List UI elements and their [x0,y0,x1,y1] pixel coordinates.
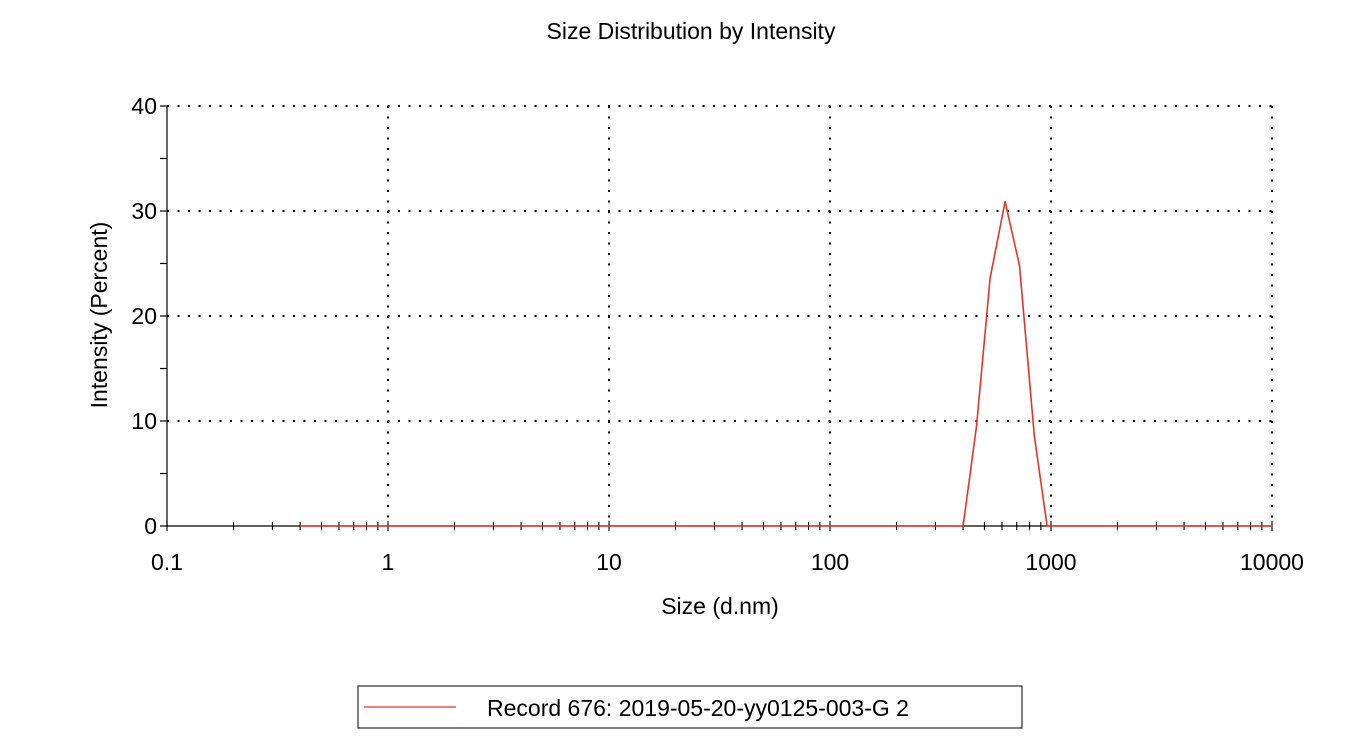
series-line [300,200,1272,527]
legend-label: Record 676: 2019-05-20-yy0125-003-G 2 [487,695,909,721]
y-tick-label: 10 [131,408,157,434]
x-tick-label: 0.1 [151,549,183,575]
x-tick-label: 1 [382,549,395,575]
x-tick-label: 100 [811,549,849,575]
series-lines [300,200,1272,527]
legend-box [357,685,1023,729]
axes [166,106,1272,527]
y-tick-label: 40 [131,93,157,119]
gridlines [167,105,1273,526]
x-axis-ticks: 0.1 1 10 100 1000 10000 [151,521,1304,575]
x-tick-label: 10 [596,549,622,575]
y-tick-label: 0 [144,513,157,539]
legend: Record 676: 2019-05-20-yy0125-003-G 2 [357,685,1023,729]
y-tick-label: 30 [131,198,157,224]
y-tick-label: 20 [131,303,157,329]
y-axis-ticks: 0 10 20 30 40 [131,93,167,539]
x-tick-label: 1000 [1025,549,1076,575]
x-axis-label: Size (d.nm) [661,593,779,619]
x-tick-label: 10000 [1240,549,1304,575]
chart-title: Size Distribution by Intensity [547,18,836,44]
y-axis-label: Intensity (Percent) [86,222,112,409]
